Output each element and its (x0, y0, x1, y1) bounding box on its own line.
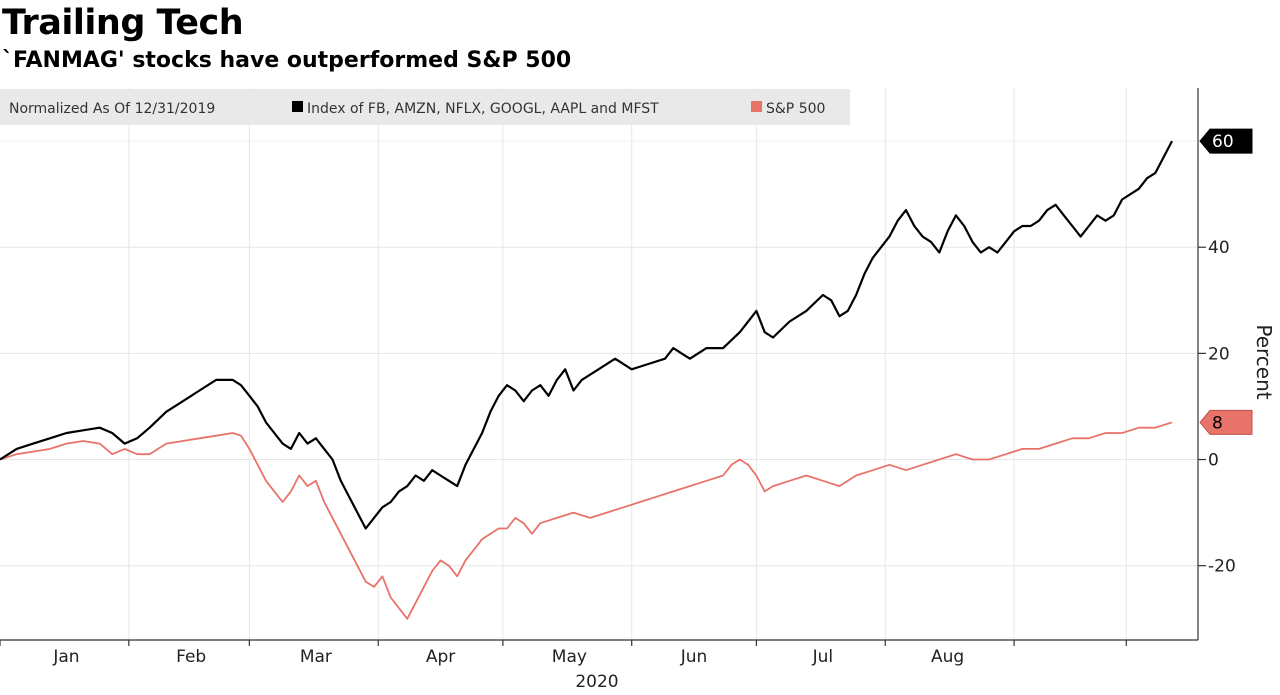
x-tick-label: Aug (931, 647, 964, 667)
legend-label-fanmag: Index of FB, AMZN, NFLX, GOOGL, AAPL and… (307, 101, 659, 117)
legend-note: Normalized As Of 12/31/2019 (9, 101, 215, 117)
y-tick-label: 40 (1208, 238, 1230, 258)
series-line-fanmag (0, 140, 1173, 530)
last-value-badge-fanmag (1199, 128, 1253, 154)
plot-background (0, 88, 1198, 640)
y-tick-label: -20 (1208, 557, 1236, 577)
x-axis-label: 2020 (575, 672, 618, 692)
x-tick-label: Mar (300, 647, 332, 667)
last-value-label-fanmag: 60 (1212, 132, 1234, 152)
x-tick-label: Jun (680, 647, 708, 667)
series-line-sp500 (0, 421, 1173, 620)
x-tick-label: Apr (426, 647, 455, 667)
y-axis-label: Percent (1252, 324, 1276, 399)
grid (0, 88, 1198, 640)
chart-subtitle: `FANMAG' stocks have outperformed S&P 50… (2, 48, 572, 73)
y-tick-label: 0 (1208, 451, 1219, 471)
legend-label-sp500: S&P 500 (766, 101, 825, 117)
x-ticks: Jan Feb Mar Apr May Jun Jul Aug (0, 640, 1127, 667)
x-tick-label: Jul (812, 647, 834, 667)
last-value-badge-sp500 (1199, 409, 1253, 435)
x-tick-label: Feb (176, 647, 206, 667)
last-value-labels: 60 8 (1199, 128, 1253, 435)
x-tick-label: Jan (52, 647, 79, 667)
legend-swatch-fanmag (292, 101, 303, 112)
y-ticks: -20 0 20 40 (1198, 238, 1236, 577)
chart-title: Trailing Tech (2, 3, 244, 43)
y-tick-label: 20 (1208, 344, 1230, 364)
legend-swatch-sp500 (751, 101, 762, 112)
legend-background (0, 89, 850, 125)
x-tick-label: May (552, 647, 587, 667)
last-value-label-sp500: 8 (1212, 413, 1223, 433)
series-layer (0, 140, 1173, 620)
